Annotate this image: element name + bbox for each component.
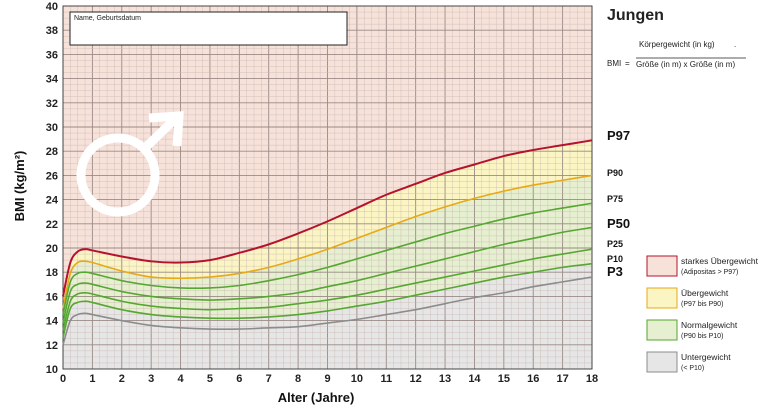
y-tick-label: 12 bbox=[46, 340, 58, 352]
x-tick-label: 17 bbox=[556, 373, 568, 385]
legend-title: Normalgewicht bbox=[681, 320, 738, 330]
x-tick-label: 4 bbox=[177, 373, 184, 385]
x-tick-label: 14 bbox=[468, 373, 481, 385]
y-tick-label: 14 bbox=[46, 316, 59, 328]
formula-numerator: Körpergewicht (in kg) bbox=[639, 40, 715, 49]
x-tick-label: 0 bbox=[60, 373, 66, 385]
label-p97: P97 bbox=[607, 128, 630, 143]
formula-prefix: BMI bbox=[607, 59, 621, 68]
line-p50 bbox=[62, 226, 593, 324]
y-tick-label: 30 bbox=[46, 122, 58, 134]
y-axis-title: BMI (kg/m²) bbox=[12, 151, 27, 222]
percentile-lines bbox=[62, 139, 593, 346]
grid bbox=[62, 5, 593, 370]
label-p10: P10 bbox=[607, 254, 623, 264]
name-field-box[interactable] bbox=[69, 11, 348, 46]
legend-subtitle: (Adipositas > P97) bbox=[681, 269, 738, 276]
x-tick-label: 16 bbox=[527, 373, 539, 385]
plot-frame bbox=[62, 5, 593, 370]
line-p90 bbox=[62, 174, 593, 309]
x-tick-label: 5 bbox=[207, 373, 213, 385]
legend-title: Übergewicht bbox=[681, 288, 729, 298]
y-tick-label: 34 bbox=[46, 74, 59, 86]
legend-subtitle: (< P10) bbox=[681, 365, 704, 372]
legend-title: Untergewicht bbox=[681, 352, 731, 362]
x-tick-label: 12 bbox=[410, 373, 422, 385]
y-tick-label: 24 bbox=[46, 195, 59, 207]
formula-denominator: Größe (in m) x Größe (in m) bbox=[636, 60, 735, 69]
label-p25: P25 bbox=[607, 239, 623, 249]
y-tick-label: 32 bbox=[46, 98, 58, 110]
legend-swatch bbox=[646, 351, 678, 373]
legend: starkes Übergewicht (Adipositas > P97) Übe… bbox=[646, 255, 759, 373]
y-tick-label: 26 bbox=[46, 170, 58, 182]
y-tick-label: 10 bbox=[46, 364, 58, 376]
legend-swatch bbox=[646, 287, 678, 309]
formula-equals: = bbox=[625, 59, 630, 68]
x-tick-label: 13 bbox=[439, 373, 451, 385]
x-tick-label: 3 bbox=[148, 373, 154, 385]
y-tick-label: 22 bbox=[46, 219, 58, 231]
y-tick-label: 18 bbox=[46, 267, 58, 279]
x-tick-label: 9 bbox=[324, 373, 330, 385]
y-axis-ticks: 10 12 14 16 18 20 22 24 26 28 30 32 34 36 38 40 bbox=[46, 1, 59, 376]
x-axis-ticks: 0 1 2 3 4 5 6 7 8 9 10 11 12 13 14 15 16 17 18 bbox=[60, 373, 598, 385]
x-tick-label: 18 bbox=[586, 373, 598, 385]
line-p25 bbox=[62, 248, 593, 331]
male-symbol-icon bbox=[76, 111, 184, 217]
x-tick-label: 15 bbox=[498, 373, 510, 385]
y-tick-label: 28 bbox=[46, 146, 58, 158]
y-tick-label: 36 bbox=[46, 49, 58, 61]
legend-subtitle: (P90 bis P10) bbox=[681, 333, 723, 340]
label-p90: P90 bbox=[607, 168, 623, 178]
name-field-label: Name, Geburtsdatum bbox=[74, 15, 141, 22]
legend-swatch bbox=[646, 255, 678, 277]
line-p97 bbox=[62, 139, 593, 297]
x-axis-title: Alter (Jahre) bbox=[278, 390, 355, 405]
formula-dot: . bbox=[734, 40, 736, 49]
line-p10 bbox=[62, 262, 593, 338]
legend-subtitle: (P97 bis P90) bbox=[681, 301, 723, 308]
legend-title: starkes Übergewicht bbox=[681, 256, 759, 266]
label-p75: P75 bbox=[607, 194, 623, 204]
line-p75 bbox=[62, 202, 593, 315]
y-tick-label: 20 bbox=[46, 243, 58, 255]
x-tick-label: 6 bbox=[236, 373, 242, 385]
x-tick-label: 1 bbox=[89, 373, 95, 385]
x-tick-label: 7 bbox=[266, 373, 272, 385]
legend-swatch bbox=[646, 319, 678, 341]
x-tick-label: 11 bbox=[380, 373, 392, 385]
x-tick-label: 10 bbox=[351, 373, 363, 385]
y-tick-label: 40 bbox=[46, 1, 58, 13]
x-tick-label: 8 bbox=[295, 373, 301, 385]
label-p50: P50 bbox=[607, 216, 630, 231]
x-tick-label: 2 bbox=[119, 373, 125, 385]
line-p3 bbox=[62, 276, 593, 346]
chart-title: Jungen bbox=[607, 7, 664, 24]
y-tick-label: 38 bbox=[46, 25, 58, 37]
label-p3: P3 bbox=[607, 264, 623, 279]
y-tick-label: 16 bbox=[46, 291, 58, 303]
